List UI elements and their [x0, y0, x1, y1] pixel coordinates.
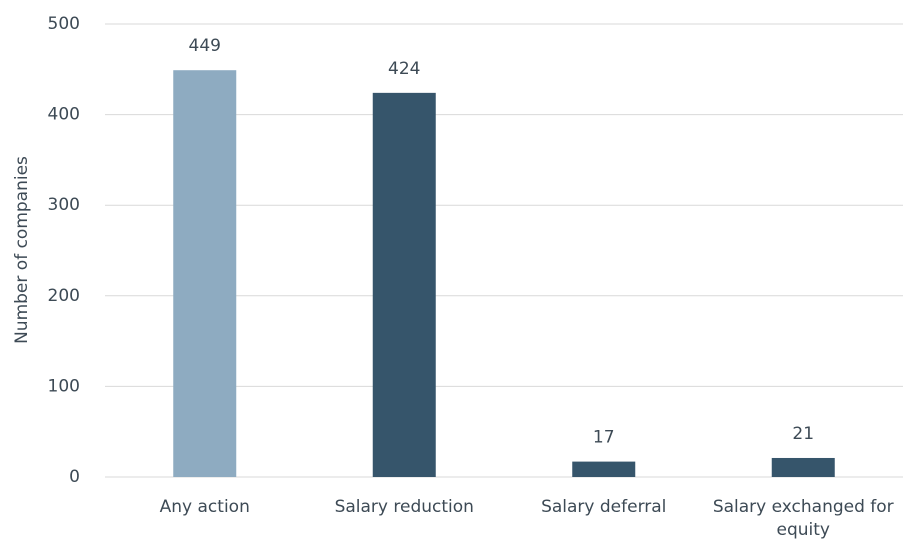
bar — [771, 457, 835, 477]
x-tick-label: Salary reduction — [334, 497, 474, 517]
data-label: 424 — [388, 59, 420, 79]
y-axis-label: Number of companies — [12, 156, 32, 344]
x-tick-label-box: Salary deferral — [541, 497, 667, 517]
y-tick-label: 200 — [48, 286, 80, 306]
x-tick-label: Any action — [159, 497, 250, 517]
y-tick-label: 0 — [69, 467, 80, 487]
x-tick-label: Salary deferral — [541, 497, 667, 517]
x-tick-label-box: Salary exchanged for equity — [712, 497, 894, 540]
data-label: 449 — [189, 36, 221, 56]
y-tick-label: 500 — [48, 14, 80, 34]
bar — [173, 70, 237, 478]
data-label: 17 — [593, 428, 615, 448]
y-tick-label: 400 — [48, 105, 80, 125]
data-label: 21 — [792, 424, 814, 444]
x-tick-label-box: Salary reduction — [334, 497, 474, 517]
x-tick-label-box: Any action — [159, 497, 250, 517]
y-tick-label: 300 — [48, 195, 80, 215]
y-tick-label: 100 — [48, 376, 80, 396]
bar — [572, 461, 636, 477]
x-tick-label: Salary exchanged for equity — [712, 497, 894, 540]
bar — [372, 92, 436, 477]
